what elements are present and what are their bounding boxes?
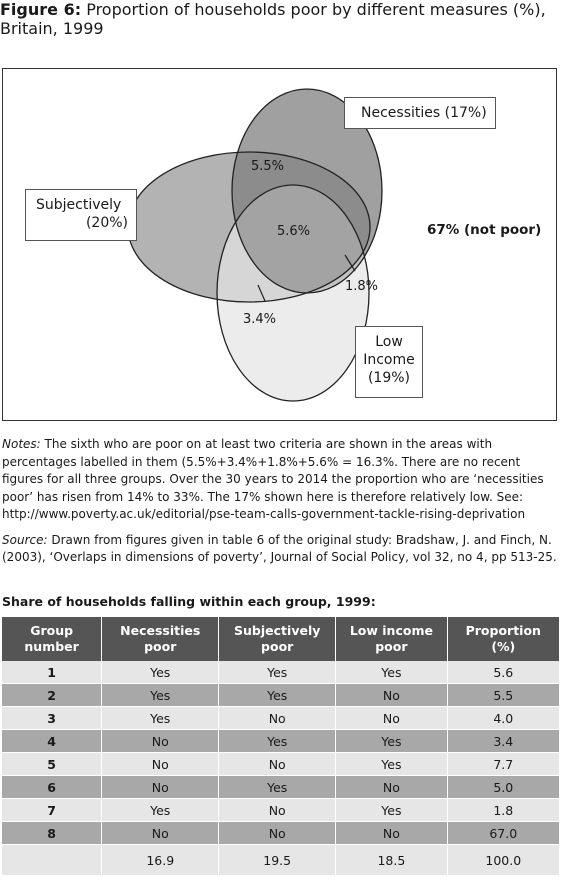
label-box-low-income: Low Income (19%) [355,326,423,398]
label-box-necessities: Necessities (17%) [344,97,496,129]
table-row: 1 Yes Yes Yes 5.6 [2,661,559,684]
table-row: 5 No No Yes 7.7 [2,753,559,776]
figure-title-line1: Proportion of households poor by differe… [86,0,546,19]
notes-paragraph: Notes: The sixth who are poor on at leas… [2,437,544,521]
leader-line-1-8 [344,254,356,272]
table-title: Share of households falling within each … [2,594,376,609]
households-table: Group number Necessities poor Subjective… [2,617,559,876]
region-label-subj-low: 3.4% [243,312,277,327]
table-row: 8 No No No 67.0 [2,822,559,845]
leader-line-3-4 [257,284,266,302]
venn-diagram-frame: Necessities (17%) Subjectively (20%) Low… [2,68,557,421]
header-necessities-poor: Necessities poor [102,617,220,661]
figure-label: Figure 6: [0,0,82,19]
label-box-subjectively: Subjectively (20%) [25,189,137,241]
region-label-nec-low: 1.8% [345,279,379,294]
region-label-all-three: 5.6% [277,224,311,239]
header-proportion: Proportion (%) [447,617,559,661]
header-group-number: Group number [2,617,103,661]
table-header-row: Group number Necessities poor Subjective… [2,617,559,661]
table-row: 4 No Yes Yes 3.4 [2,730,559,753]
not-poor-label: 67% (not poor) [427,222,542,238]
table-row: 2 Yes Yes No 5.5 [2,684,559,707]
source-paragraph: Source: Drawn from figures given in tabl… [2,532,557,565]
overlap-all-three [232,185,369,293]
header-subjectively-poor: Subjectively poor [219,617,337,661]
region-label-nec-subj: 5.5% [251,159,285,174]
figure-title: Figure 6: Proportion of households poor … [0,0,563,38]
table-totals-row: 16.9 19.5 18.5 100.0 [2,845,559,876]
figure-title-line2: Britain, 1999 [0,19,104,38]
table-row: 3 Yes No No 4.0 [2,707,559,730]
table-row: 6 No Yes No 5.0 [2,776,559,799]
venn-diagram [127,88,383,402]
notes-section: Notes: The sixth who are poor on at leas… [2,436,558,575]
table-row: 7 Yes No Yes 1.8 [2,799,559,822]
header-low-income-poor: Low income poor [336,617,448,661]
